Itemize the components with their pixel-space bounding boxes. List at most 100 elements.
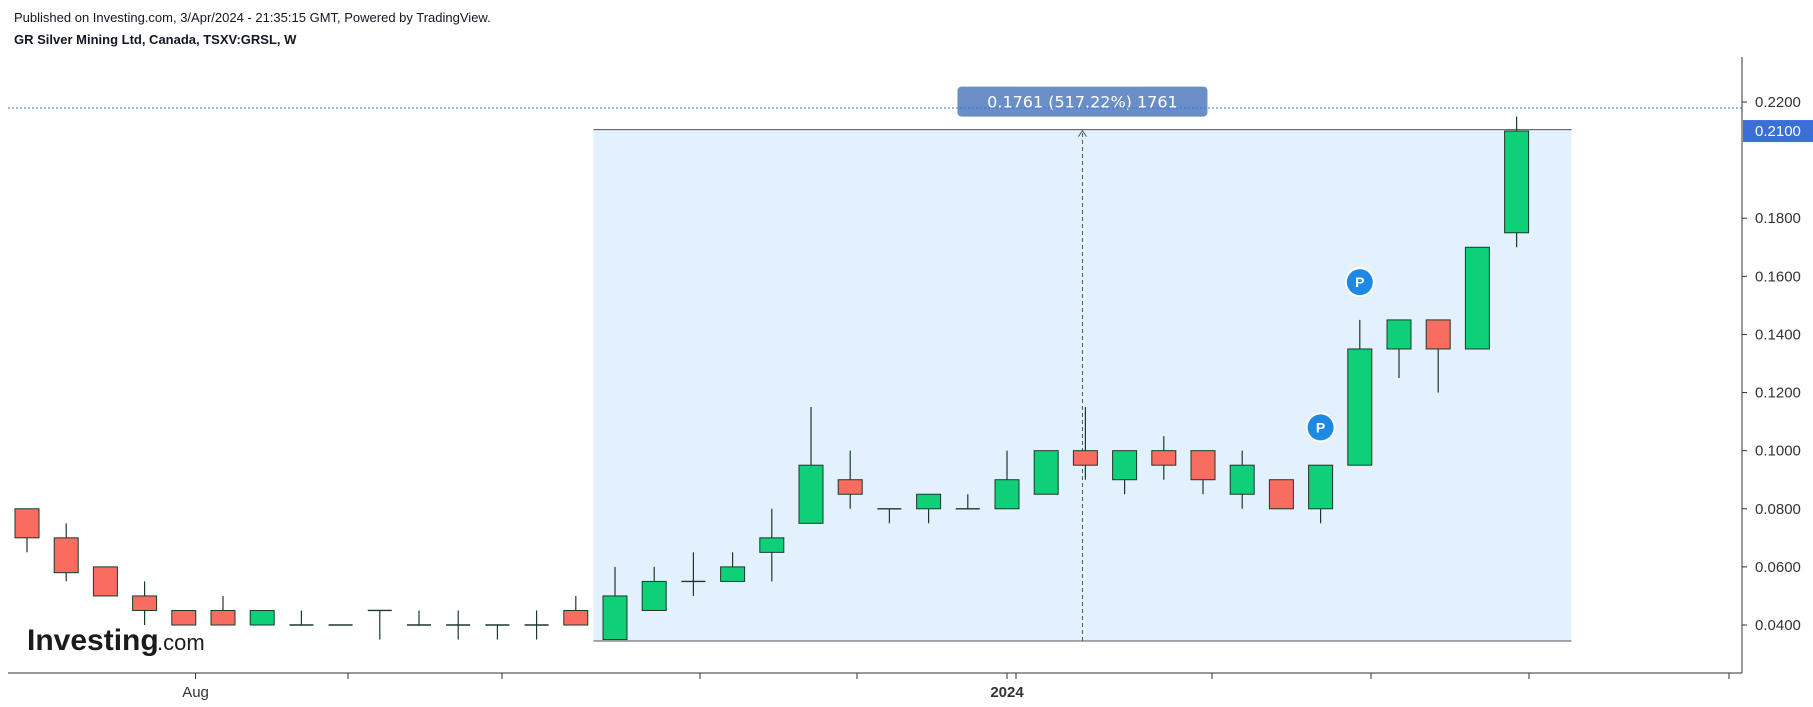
candle-body [249, 609, 275, 626]
candle [602, 566, 628, 641]
candle-body [1229, 464, 1255, 495]
candle [720, 552, 746, 582]
y-tick-label: 0.1800 [1755, 210, 1801, 227]
last-price-label: 0.2100 [1755, 123, 1801, 140]
candle [1425, 319, 1451, 393]
candle-body [994, 479, 1020, 510]
publish-info: Published on Investing.com, 3/Apr/2024 -… [14, 10, 491, 25]
candle [92, 566, 118, 597]
y-tick-label: 0.0400 [1755, 617, 1801, 634]
candle-body [1386, 319, 1412, 350]
y-tick-label: 0.1000 [1755, 443, 1801, 460]
candle [1190, 450, 1216, 495]
candle-body [1190, 450, 1216, 481]
candle-body [132, 595, 158, 611]
pin-marker: P [1344, 267, 1375, 298]
y-tick-label: 0.1200 [1755, 385, 1801, 402]
candle-body [1425, 319, 1451, 350]
candle [877, 508, 902, 524]
pin-label: P [1355, 274, 1364, 290]
candle [759, 508, 785, 582]
candle [1072, 407, 1098, 480]
y-tick-label: 0.0800 [1755, 501, 1801, 518]
candle-body [1464, 246, 1490, 350]
candle [14, 508, 40, 553]
candle [1112, 450, 1138, 495]
candle [641, 566, 667, 611]
candle [1308, 464, 1334, 524]
candle [132, 581, 158, 625]
pin-circle [1346, 269, 1373, 296]
candle [1347, 319, 1373, 466]
candle [1151, 436, 1177, 480]
candle-body [602, 595, 628, 641]
y-tick-label: 0.2200 [1755, 94, 1801, 111]
candle-body [1072, 450, 1098, 466]
measure-arrow-head [1078, 129, 1087, 137]
candle-body [53, 537, 79, 574]
chart-header: Published on Investing.com, 3/Apr/2024 -… [14, 9, 491, 49]
candle-body [798, 464, 824, 524]
candle [1033, 450, 1059, 495]
investing-logo: Investing.com [27, 624, 205, 657]
candle [837, 450, 863, 509]
candle [367, 609, 392, 640]
x-tick-label: Aug [182, 684, 209, 701]
measure-label-box [957, 86, 1208, 117]
candle [1268, 479, 1294, 510]
candle [407, 610, 431, 626]
candle-body [14, 508, 40, 539]
y-tick-label: 0.0600 [1755, 559, 1801, 576]
candle-body [1151, 450, 1177, 466]
candle [1386, 319, 1412, 379]
candle-body [916, 493, 942, 510]
pin-marker: P [1305, 412, 1336, 443]
price-range-measure[interactable]: 0.1761 (517.22%) 1761 [8, 86, 1742, 642]
candle-body [1308, 464, 1334, 510]
candle-body [1033, 450, 1059, 495]
candle-body [720, 566, 746, 582]
candle [1504, 116, 1530, 248]
logo-suffix: .com [157, 630, 205, 655]
candle [916, 493, 942, 524]
candle-body [1268, 479, 1294, 510]
candle [681, 552, 706, 596]
candle-body [171, 609, 197, 626]
pin-label: P [1316, 419, 1325, 435]
last-price-tag [1743, 120, 1813, 143]
candles [14, 116, 1530, 641]
axes: 0.2200 0.1800 0.1600 0.1400 0.1200 0.1000 0.08… [8, 57, 1813, 701]
candle [171, 609, 197, 626]
candle [485, 624, 510, 640]
candle-body [1504, 130, 1530, 234]
candle-body [92, 566, 118, 597]
candle-body [563, 609, 589, 626]
candle [955, 494, 980, 510]
candle-body [837, 479, 863, 495]
candle [563, 595, 589, 626]
candle [798, 407, 824, 524]
candle [994, 450, 1020, 510]
candle-body [1347, 348, 1373, 466]
candle-body [759, 537, 785, 553]
candle [446, 610, 471, 640]
candle-body [210, 609, 236, 626]
y-tick-label: 0.1400 [1755, 326, 1801, 343]
pin-circle [1307, 414, 1334, 441]
y-tick-label: 0.1600 [1755, 268, 1801, 285]
candle [1229, 450, 1255, 509]
candle [289, 610, 314, 626]
candle [524, 610, 549, 640]
candle [1464, 246, 1490, 350]
logo-main: Investing [27, 624, 159, 657]
candle-body [1112, 450, 1138, 481]
symbol-title: GR Silver Mining Ltd, Canada, TSXV:GRSL,… [14, 32, 297, 47]
candle [53, 523, 79, 582]
candle [210, 595, 236, 626]
candle-body [641, 580, 667, 611]
overlays: P P Investing.com [27, 267, 1375, 657]
candle [249, 609, 275, 626]
measure-label: 0.1761 (517.22%) 1761 [987, 93, 1178, 112]
x-tick-label: 2024 [990, 684, 1024, 701]
